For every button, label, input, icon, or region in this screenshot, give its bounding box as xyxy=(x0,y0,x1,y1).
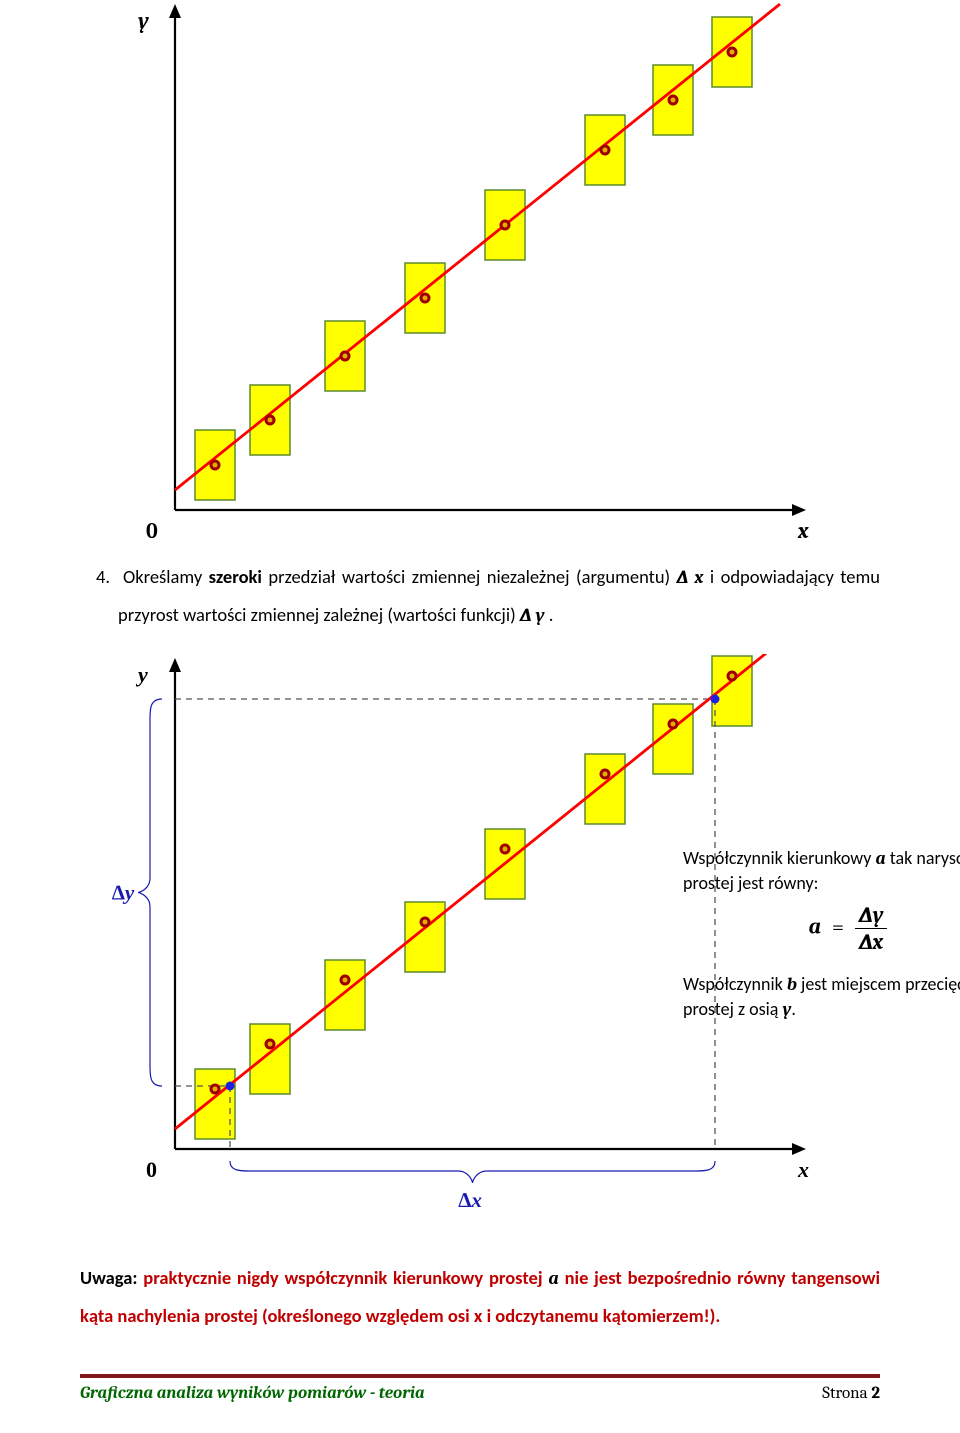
chart-1-svg: y x 0 xyxy=(110,0,810,540)
svg-text:y: y xyxy=(135,662,148,687)
annotation-a: Współczynnik kierunkowy a tak narysowa­n… xyxy=(683,846,960,961)
svg-text:0: 0 xyxy=(146,518,158,540)
svg-text:x: x xyxy=(797,1157,809,1182)
chart-1: y x 0 xyxy=(110,0,810,540)
step-num: 4. xyxy=(96,565,110,588)
annotation-b: Współczynnik b jest miejscem przecięcia … xyxy=(683,972,960,1022)
svg-text:x: x xyxy=(797,518,809,540)
svg-text:y: y xyxy=(137,8,149,34)
chart-2: yx0∆y∆x Współczynnik kierunkowy a tak na… xyxy=(110,654,890,1234)
footer-page: Strona 2 xyxy=(822,1384,880,1403)
svg-text:∆x: ∆x xyxy=(459,1188,482,1212)
step-4-text: 4. Określamy szeroki przedział wartości … xyxy=(80,558,880,634)
svg-text:∆y: ∆y xyxy=(112,881,135,905)
annot-formula: a = ∆y ∆x xyxy=(683,904,960,953)
annot-line1: Współczynnik kierunkowy a tak narysowa­n… xyxy=(683,846,960,896)
footer-title: Graficzna analiza wyników pomiarów - teo… xyxy=(80,1384,425,1403)
svg-text:0: 0 xyxy=(146,1157,157,1182)
warning-text: Uwaga: praktycznie nigdy współczynnik ki… xyxy=(80,1259,880,1334)
footer-rule xyxy=(80,1374,880,1378)
footer: Graficzna analiza wyników pomiarów - teo… xyxy=(80,1384,880,1403)
